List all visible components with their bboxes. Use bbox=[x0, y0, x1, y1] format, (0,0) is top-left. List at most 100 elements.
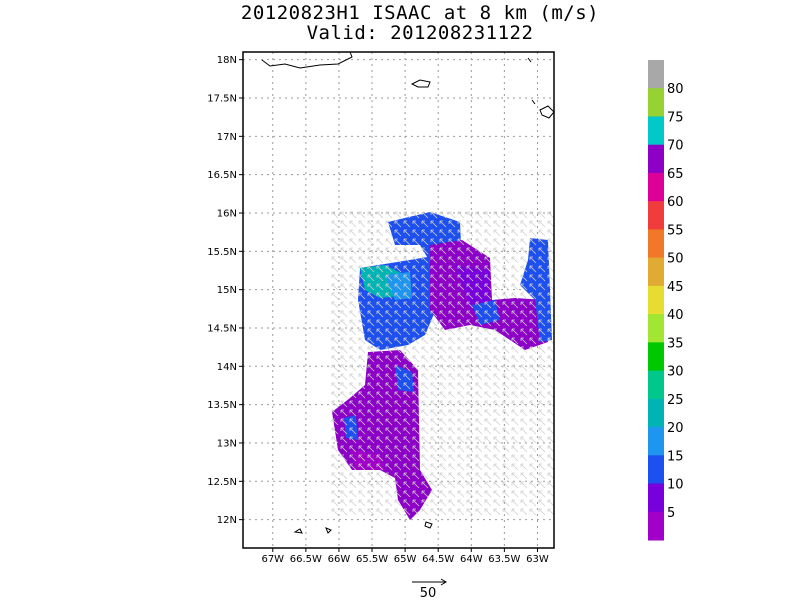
wind-arrow bbox=[340, 445, 348, 453]
wind-arrow bbox=[403, 256, 411, 264]
wind-arrow bbox=[466, 328, 474, 336]
wind-arrow bbox=[511, 355, 519, 363]
wind-arrow bbox=[493, 454, 501, 462]
wind-arrow bbox=[430, 400, 438, 408]
wind-arrow bbox=[475, 319, 483, 327]
wind-arrow bbox=[412, 436, 420, 444]
wind-arrow bbox=[529, 301, 537, 309]
wind-arrow bbox=[484, 283, 492, 291]
wind-arrow bbox=[457, 292, 465, 300]
wind-arrow bbox=[331, 364, 339, 372]
wind-arrow bbox=[511, 319, 519, 327]
wind-arrow bbox=[421, 373, 429, 381]
wind-arrow bbox=[538, 409, 546, 417]
wind-arrow bbox=[385, 364, 393, 372]
wind-arrow bbox=[340, 337, 348, 345]
wind-arrow bbox=[475, 292, 483, 300]
wind-arrow bbox=[394, 472, 402, 480]
wind-arrow bbox=[385, 508, 393, 516]
wind-arrow bbox=[475, 436, 483, 444]
wind-arrow bbox=[412, 301, 420, 309]
wind-arrow bbox=[412, 310, 420, 318]
wind-arrow bbox=[403, 481, 411, 489]
wind-arrow bbox=[358, 346, 366, 354]
wind-arrow bbox=[475, 256, 483, 264]
wind-arrow bbox=[349, 274, 357, 282]
lat-label: 13N bbox=[217, 438, 237, 449]
wind-arrow bbox=[331, 499, 339, 507]
wind-arrow bbox=[421, 364, 429, 372]
lon-label: 63W bbox=[526, 554, 549, 565]
wind-arrow bbox=[340, 409, 348, 417]
wind-arrow bbox=[529, 274, 537, 282]
wind-arrow bbox=[493, 391, 501, 399]
wind-arrow bbox=[502, 481, 510, 489]
wind-arrow bbox=[493, 400, 501, 408]
wind-arrow bbox=[430, 382, 438, 390]
wind-arrow bbox=[439, 274, 447, 282]
wind-arrow bbox=[484, 310, 492, 318]
lon-label: 65W bbox=[394, 554, 417, 565]
wind-arrow bbox=[457, 373, 465, 381]
wind-arrow bbox=[403, 292, 411, 300]
wind-arrow bbox=[376, 283, 384, 291]
wind-arrow bbox=[394, 490, 402, 498]
wind-arrow bbox=[412, 292, 420, 300]
wind-arrow bbox=[466, 391, 474, 399]
wind-arrow bbox=[520, 337, 528, 345]
wind-arrow bbox=[457, 301, 465, 309]
wind-arrow bbox=[349, 472, 357, 480]
wind-arrow bbox=[367, 319, 375, 327]
wind-arrow bbox=[520, 247, 528, 255]
wind-arrow bbox=[457, 337, 465, 345]
wind-arrow bbox=[475, 454, 483, 462]
wind-arrow bbox=[520, 445, 528, 453]
wind-arrow bbox=[439, 319, 447, 327]
wind-arrow bbox=[457, 472, 465, 480]
wind-arrow bbox=[520, 454, 528, 462]
wind-arrow bbox=[511, 265, 519, 273]
wind-arrow bbox=[403, 454, 411, 462]
wind-arrow bbox=[430, 328, 438, 336]
wind-arrow bbox=[358, 211, 366, 219]
wind-arrow bbox=[403, 364, 411, 372]
wind-arrow bbox=[403, 427, 411, 435]
coastlines bbox=[261, 51, 555, 534]
colorbar-label: 40 bbox=[667, 308, 684, 323]
wind-arrow bbox=[349, 301, 357, 309]
colorbar-swatch bbox=[648, 511, 664, 541]
wind-arrow bbox=[367, 301, 375, 309]
wind-arrow bbox=[502, 211, 510, 219]
wind-arrow bbox=[448, 436, 456, 444]
wind-arrow bbox=[439, 355, 447, 363]
wind-arrow bbox=[502, 337, 510, 345]
wind-arrow bbox=[547, 211, 554, 219]
colorbar-swatch bbox=[648, 172, 664, 202]
wind-arrow bbox=[520, 238, 528, 246]
colorbar-swatch bbox=[648, 116, 664, 146]
wind-arrow bbox=[376, 355, 384, 363]
wind-arrow bbox=[376, 274, 384, 282]
wind-arrow bbox=[493, 355, 501, 363]
wind-arrow bbox=[439, 328, 447, 336]
wind-arrow bbox=[475, 265, 483, 273]
wind-arrow bbox=[511, 400, 519, 408]
wind-arrow bbox=[502, 400, 510, 408]
wind-arrow bbox=[466, 454, 474, 462]
colorbar-swatch bbox=[648, 342, 664, 372]
wind-arrow bbox=[376, 247, 384, 255]
wind-arrow bbox=[493, 256, 501, 264]
wind-arrow bbox=[367, 472, 375, 480]
wind-arrow bbox=[376, 454, 384, 462]
colorbar-swatch bbox=[648, 483, 664, 513]
wind-arrow bbox=[385, 463, 393, 471]
wind-arrow bbox=[547, 418, 554, 426]
wind-arrow bbox=[349, 337, 357, 345]
wind-arrow bbox=[376, 319, 384, 327]
wind-arrow bbox=[457, 265, 465, 273]
colorbar-swatch bbox=[648, 398, 664, 428]
wind-arrow bbox=[385, 238, 393, 246]
map-title: 20120823H1 ISAAC at 8 km (m/s) bbox=[240, 2, 600, 24]
wind-arrow bbox=[340, 364, 348, 372]
wind-arrow bbox=[439, 382, 447, 390]
